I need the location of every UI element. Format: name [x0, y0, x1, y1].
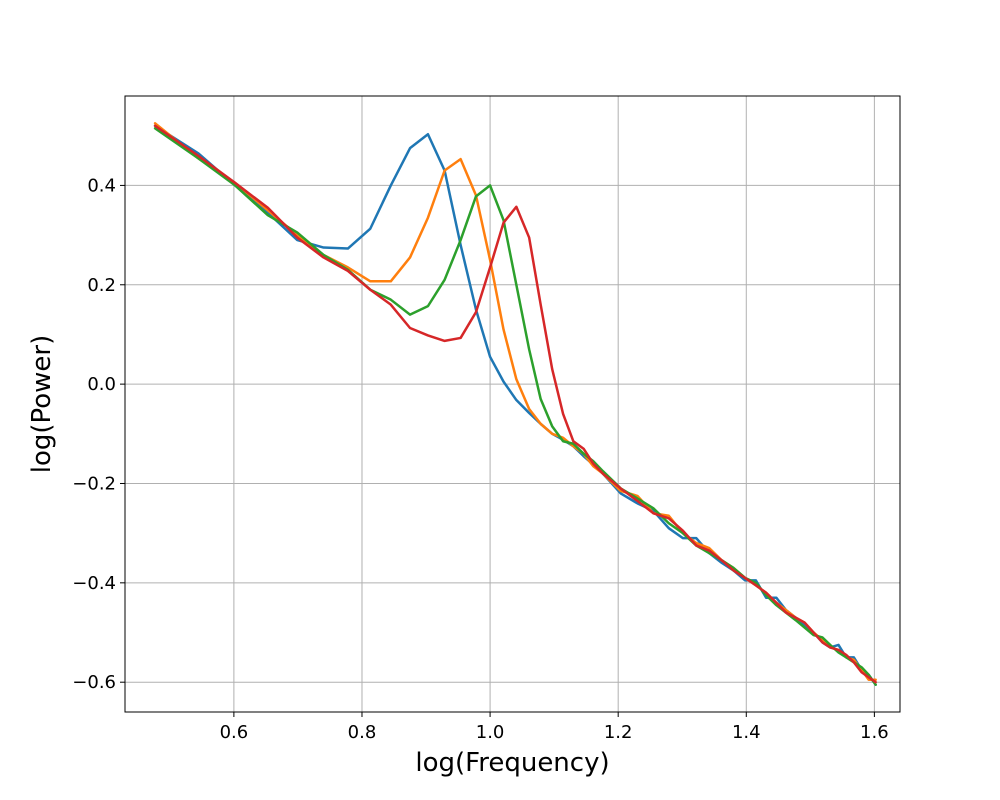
- x-tick-label: 0.8: [348, 722, 377, 743]
- y-tick-label: −0.4: [72, 573, 116, 594]
- y-tick-label: 0.4: [87, 175, 116, 196]
- x-tick-label: 1.6: [860, 722, 889, 743]
- x-tick-label: 1.2: [604, 722, 633, 743]
- y-tick-label: −0.6: [72, 672, 116, 693]
- y-tick-label: 0.0: [87, 374, 116, 395]
- y-tick-label: 0.2: [87, 275, 116, 296]
- x-axis-ticks: 0.6 0.8 1.0 1.2 1.4 1.6: [220, 712, 889, 743]
- x-tick-label: 0.6: [220, 722, 249, 743]
- y-axis-ticks: −0.6 −0.4 −0.2 0.0 0.2 0.4: [72, 175, 125, 693]
- plot-frame: [124, 95, 901, 713]
- x-tick-label: 1.0: [476, 722, 505, 743]
- y-axis-label: log(Power): [27, 335, 57, 474]
- x-axis-label: log(Frequency): [415, 748, 609, 778]
- series-line-green: [153, 127, 877, 686]
- series-lines: [153, 122, 877, 686]
- grid: [125, 96, 900, 712]
- y-tick-label: −0.2: [72, 473, 116, 494]
- series-line-red: [153, 124, 877, 684]
- x-tick-label: 1.4: [732, 722, 761, 743]
